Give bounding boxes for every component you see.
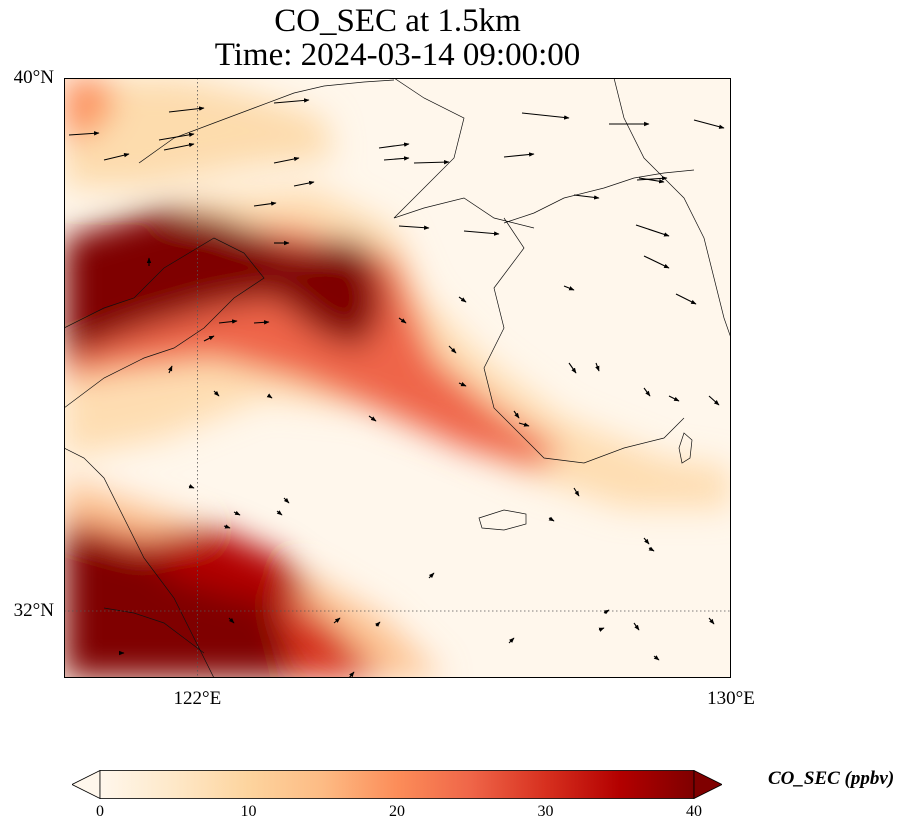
wind-arrow: [158, 132, 195, 141]
wind-arrow: [508, 637, 515, 644]
wind-arrow: [668, 395, 680, 402]
lat-label-32: 32°N: [13, 600, 54, 622]
colorbar-extend-min: [72, 770, 101, 799]
wind-arrow: [643, 537, 650, 545]
colorbar-extend-max: [693, 770, 722, 799]
wind-arrow: [103, 153, 130, 161]
wind-arrow: [398, 317, 407, 324]
wind-arrow: [266, 393, 273, 399]
wind-arrow: [163, 142, 195, 151]
wind-arrow: [283, 497, 290, 504]
colorbar-tick-0: 0: [96, 803, 104, 820]
wind-arrow: [693, 119, 725, 129]
lat-label-40: 40°N: [13, 67, 54, 88]
coastlines: [64, 78, 731, 678]
wind-vectors: [68, 98, 725, 678]
wind-arrow: [168, 365, 173, 374]
wind-arrow: [595, 362, 600, 372]
wind-arrow: [253, 201, 277, 207]
wind-arrow: [276, 510, 283, 516]
coastline-china-north: [138, 79, 395, 164]
wind-arrow: [253, 320, 270, 325]
wind-arrow: [333, 617, 341, 624]
wind-arrow: [368, 415, 377, 422]
wind-arrow: [68, 131, 100, 136]
wind-arrow: [188, 484, 195, 489]
title-line-2: Time: 2024-03-14 09:00:00: [214, 37, 581, 73]
wind-arrow: [213, 390, 220, 397]
map-title: CO_SEC at 1.5km Time: 2024-03-14 09:00:0…: [64, 4, 731, 72]
wind-arrow: [548, 516, 555, 522]
plume-north-band: [64, 78, 334, 188]
wind-arrow: [458, 382, 467, 387]
wind-arrow: [635, 224, 670, 237]
wind-arrow: [223, 524, 231, 529]
concentration-map: [64, 78, 731, 678]
colorbar-tick-10: 10: [240, 803, 257, 820]
lon-label-122: 122°E: [173, 688, 222, 709]
wind-arrow: [708, 617, 715, 625]
wind-arrow: [653, 655, 660, 661]
map-panel: [64, 78, 731, 678]
wind-arrow: [233, 510, 241, 516]
plume-core-islet: [144, 528, 314, 598]
colorbar-tick-40: 40: [686, 803, 702, 820]
wind-arrow: [218, 319, 238, 324]
wind-arrow: [603, 609, 610, 615]
tsushima-island: [678, 432, 693, 464]
coastline-korea-east: [613, 78, 731, 339]
wind-arrow: [378, 142, 410, 149]
jeju-island: [478, 509, 527, 531]
wind-arrow: [458, 296, 467, 303]
coastline-shandong: [64, 237, 265, 409]
wind-arrow: [573, 194, 600, 200]
colorbar-gradient: [99, 770, 695, 799]
wind-arrow: [273, 156, 300, 164]
concentration-field: [64, 78, 731, 678]
wind-arrow: [598, 627, 605, 632]
wind-arrow: [521, 112, 570, 120]
wind-arrow: [228, 617, 235, 624]
wind-arrow: [708, 395, 720, 406]
wind-arrow: [675, 293, 697, 305]
coastline-china-east: [64, 447, 215, 678]
coastline-liaodong: [393, 78, 535, 229]
colorbar-tick-30: 30: [537, 803, 554, 820]
wind-arrow: [518, 422, 530, 427]
wind-arrow: [513, 410, 520, 419]
wind-arrow: [563, 285, 575, 291]
lon-label-130: 130°E: [707, 688, 755, 709]
map-frame: [64, 78, 731, 678]
wind-arrow: [636, 176, 668, 181]
wind-arrow: [428, 572, 435, 579]
wind-arrow: [374, 621, 381, 628]
wind-arrow: [638, 177, 665, 184]
plume-core-south: [64, 528, 294, 678]
wind-arrow: [643, 255, 670, 269]
gridlines: [64, 78, 731, 678]
plume-northwest-spot: [64, 78, 114, 138]
wind-arrow: [273, 98, 310, 104]
coastline-korea-dmz: [503, 169, 695, 224]
colorbar-label: CO_SEC (ppbv): [768, 768, 895, 789]
wind-arrow: [168, 106, 205, 113]
wind-arrow: [503, 152, 535, 158]
colorbar: [72, 770, 722, 799]
wind-arrow: [568, 362, 577, 374]
wind-arrow: [633, 622, 640, 631]
wind-arrow: [643, 387, 651, 397]
colorbar-tick-20: 20: [389, 803, 405, 820]
wind-arrow: [383, 156, 410, 161]
wind-arrow: [293, 180, 315, 187]
wind-arrow: [448, 345, 457, 354]
plume-core-north: [64, 208, 384, 358]
wind-arrow: [648, 546, 655, 552]
wind-arrow: [398, 225, 430, 230]
coastline-korea-west: [483, 217, 685, 464]
wind-arrow: [413, 159, 450, 165]
title-line-1: CO_SEC at 1.5km: [274, 3, 521, 39]
wind-arrow: [463, 230, 500, 236]
wind-arrow: [573, 487, 580, 497]
wind-arrow: [203, 335, 215, 342]
